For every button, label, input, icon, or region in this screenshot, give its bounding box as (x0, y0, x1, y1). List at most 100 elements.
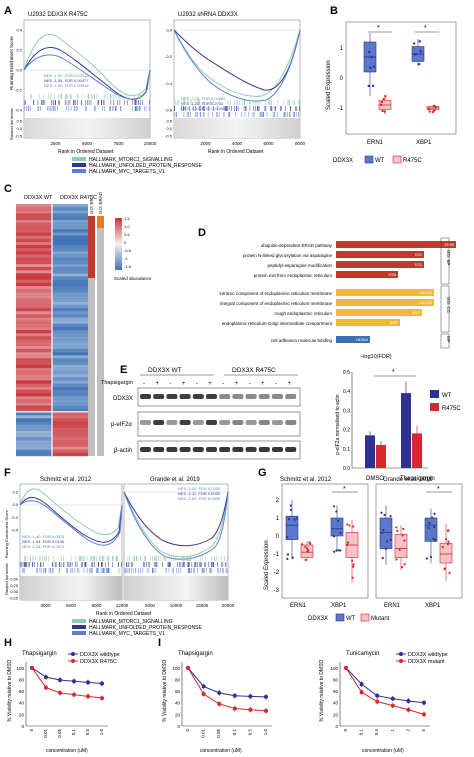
category-label: GO: BP (446, 250, 451, 266)
panel-b-plot: 1 0 -1 (338, 33, 440, 114)
go-bar (336, 261, 424, 268)
blot-actin (137, 440, 301, 460)
category-box-cc (440, 285, 450, 333)
legend-label: HALLMARK_MYC_TARGETS_V1 (89, 169, 165, 175)
point (346, 541, 350, 544)
panel-c: C DDX3X WT DDX3X R475C GO: ER GO: ERAD 1… (4, 183, 152, 457)
lane-sign: - (222, 381, 224, 387)
point (401, 565, 404, 569)
curve-upr (173, 29, 301, 91)
scale-tick: 1.0 (124, 224, 130, 229)
point (289, 504, 292, 507)
ytick-label: 40 (333, 701, 339, 706)
heat-cell (16, 238, 52, 242)
box (424, 517, 438, 542)
heat-cell (16, 219, 52, 224)
panel-label-h: H (4, 637, 12, 649)
band-ddx3x (140, 394, 151, 399)
panel-a-left-rank-metric (24, 118, 150, 138)
ytick-label: 0.2 (343, 428, 350, 434)
heat-cell (16, 241, 52, 246)
panel-i-ylabel: % Viability relative to DMSO (162, 659, 168, 722)
point (428, 522, 431, 525)
point (346, 523, 349, 526)
panel-e-ylabel: p-eIF2a normalised to actin (335, 394, 341, 455)
xtick-label: 8000 (295, 141, 306, 146)
legend-label: HALLMARK_MTORC1_SIGNALLING (89, 619, 173, 625)
heat-cell (16, 380, 52, 384)
ytick-label: 0.5 (16, 119, 22, 124)
nes-label: NES -1.20, FDR 0.2734 (181, 101, 224, 106)
panel-f-left-rank-metric (20, 576, 122, 600)
panel-b-legend: DDX3X WT R475C (333, 155, 422, 164)
heat-cell (52, 374, 88, 378)
xtick-label: 0.5 (85, 729, 90, 736)
point (382, 97, 385, 101)
heat-cell (52, 235, 88, 239)
xtick-label: 6000 (263, 141, 274, 146)
heat-cell (52, 355, 88, 359)
heat-cell (52, 380, 88, 384)
legend-label: DDX3X mutant (408, 659, 445, 665)
xtick-label: 7500 (113, 141, 124, 146)
data-point (375, 699, 380, 704)
point (447, 540, 450, 543)
go-count: 9/57 (412, 310, 421, 315)
heat-cell (16, 415, 52, 419)
point (425, 557, 429, 560)
xtick-label: 0.1 (71, 729, 76, 736)
panel-g-xtick: XBP1 (425, 603, 441, 609)
heat-cell (16, 402, 52, 406)
panel-a-left-curves (23, 34, 151, 100)
data-point (186, 665, 190, 670)
ytick-label: 0 (335, 724, 338, 729)
heat-cell (52, 244, 88, 249)
panel-a-right-title: U2932 shRNA DDX3X (178, 12, 238, 18)
point (396, 529, 399, 532)
point (431, 516, 434, 519)
heat-cell (16, 364, 52, 368)
heat-cell (52, 339, 88, 343)
point (398, 548, 401, 552)
point (304, 558, 307, 561)
bar (401, 393, 411, 468)
go-er-bar (88, 216, 95, 456)
ytick-label: -1 (274, 552, 280, 558)
band-actin (245, 447, 257, 452)
heat-cell (16, 270, 52, 274)
xtick-label: 0.05 (57, 729, 62, 738)
panel-label-i: I (158, 637, 161, 649)
bar (376, 444, 386, 468)
data-point (86, 694, 90, 699)
lane-sign: + (235, 381, 239, 387)
point (291, 556, 294, 559)
panel-d: D ubiquitin-dependent ERAD pathway protei… (198, 227, 456, 360)
heat-cell (16, 339, 52, 343)
point (332, 535, 336, 538)
xtick-label: 12000 (116, 603, 129, 608)
band-peif2a (179, 420, 191, 425)
ytick-label: 0.00 (10, 589, 19, 594)
legend-marker-wt (71, 652, 75, 656)
panel-a-right-bottom-ticks: 0.5 0.0 -0.5 (165, 119, 173, 139)
point (368, 50, 371, 54)
heat-cell (52, 254, 88, 258)
heat-cell (52, 279, 88, 283)
heat-cell (16, 336, 52, 340)
curve-myc (19, 500, 123, 546)
panel-a-left-bottom-ticks: 0.5 0.0 -0.5 (15, 119, 23, 139)
data-point (58, 690, 62, 695)
go-term-label: peptidyl-asparagine modification (267, 263, 332, 268)
nes-label: NES -1.60, FDR 0.00915 (44, 83, 89, 88)
panel-d-terms: ubiquitin-dependent ERAD pathway protein … (219, 243, 332, 343)
heat-cell (16, 427, 52, 431)
go-count: 9/91 (390, 320, 399, 325)
heat-cell (52, 204, 88, 208)
nes-label: NES -1.54, FDR 0.0140 (22, 539, 65, 544)
heat-cell (16, 301, 52, 305)
band-actin (192, 447, 204, 452)
point (383, 110, 387, 113)
band-peif2a (192, 420, 204, 425)
heat-cell (16, 399, 52, 403)
lane-sign: - (196, 381, 198, 387)
